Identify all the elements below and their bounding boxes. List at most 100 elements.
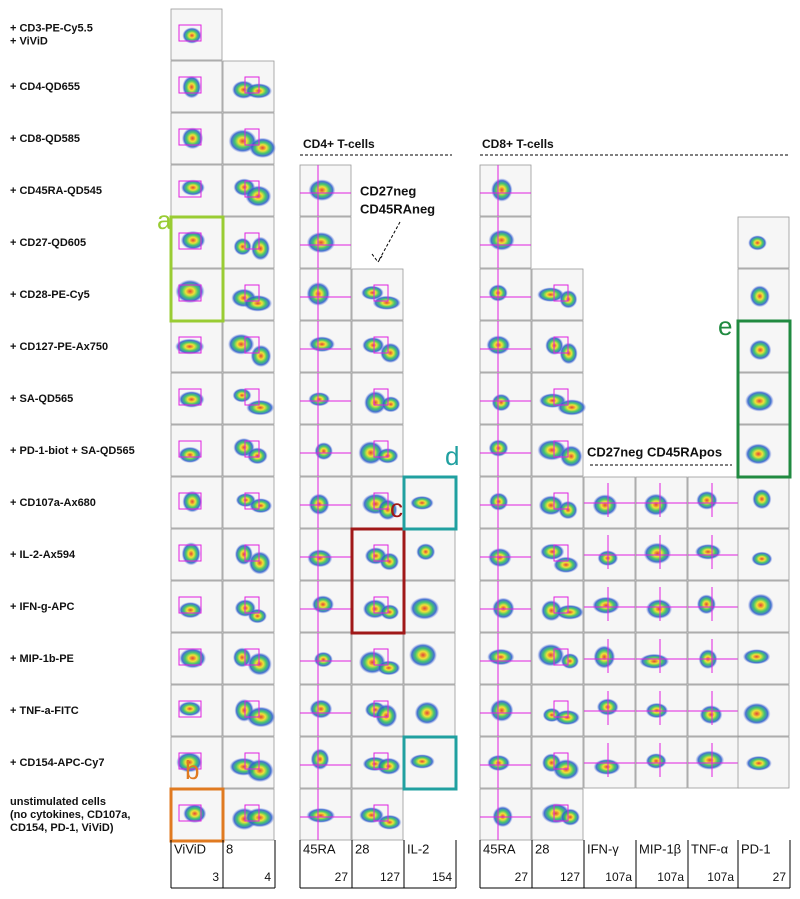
cell-population [643, 542, 672, 565]
cell-population [537, 643, 565, 667]
plot-panel [635, 580, 688, 633]
plot-panel [479, 684, 532, 737]
cell-population [752, 488, 772, 510]
cell-population [178, 446, 202, 464]
cell-population [416, 543, 436, 561]
cell-population [375, 703, 398, 728]
plot-panel [299, 164, 352, 217]
cell-population [695, 750, 725, 770]
column-number: 107a [605, 870, 632, 884]
cell-population [362, 337, 385, 354]
column-number: 27 [335, 870, 349, 884]
cell-population [592, 494, 618, 516]
gate-box [553, 492, 569, 510]
cell-population [492, 597, 515, 620]
plot-panel [531, 736, 584, 789]
gate-box [244, 804, 260, 822]
plot-panel [737, 268, 790, 321]
gate-box [178, 128, 202, 146]
gate-box [178, 24, 202, 42]
callout-letter: d [445, 441, 459, 471]
cell-population [749, 285, 770, 308]
gate-box [244, 128, 260, 146]
gate-box [244, 648, 260, 666]
gate-box [244, 284, 260, 302]
plot-panel [687, 528, 740, 581]
row-label: + TNF-a-FITC [10, 705, 79, 717]
plot-panel [531, 684, 584, 737]
cell-population [553, 556, 579, 574]
row-label: + CD127-PE-Ax750 [10, 341, 108, 353]
cell-population [246, 759, 274, 783]
row-label: + CD3-PE-Cy5.5 [10, 22, 93, 34]
row-label: + CD107a-Ax680 [10, 497, 96, 509]
gate-box [244, 180, 260, 198]
plot-panel [351, 372, 404, 425]
plot-panel [635, 528, 688, 581]
cell-population [639, 653, 670, 669]
plot-panel [479, 320, 532, 373]
plot-panel [737, 372, 790, 425]
plot-panel [222, 424, 275, 477]
plot-panel [222, 60, 275, 113]
plot-panel [635, 684, 688, 737]
plot-panel [170, 60, 223, 113]
plot-panel [479, 476, 532, 529]
cell-population [182, 490, 203, 513]
plot-panel [531, 320, 584, 373]
cell-population [593, 645, 616, 669]
gate-box [373, 388, 389, 406]
gate-box [244, 544, 260, 562]
plot-panel [170, 268, 223, 321]
cell-population [313, 651, 333, 668]
plot-panel [351, 632, 404, 685]
plot-panel [170, 8, 223, 61]
cell-population [489, 699, 514, 722]
row-label: + CD45RA-QD545 [10, 185, 102, 197]
cell-population [749, 339, 772, 361]
gate-box [373, 336, 389, 354]
plot-panel [737, 424, 790, 477]
plot-panel [583, 476, 636, 529]
gate-box [553, 336, 569, 354]
plot-panel [170, 216, 223, 269]
plot-panel [351, 788, 404, 841]
column-number: 127 [560, 870, 580, 884]
plot-panel [531, 424, 584, 477]
cell-population [308, 336, 336, 353]
gate-box [244, 440, 260, 458]
plot-panel [351, 424, 404, 477]
column-label: 8 [226, 841, 233, 856]
gate-box [244, 700, 260, 718]
gate-box [178, 336, 202, 354]
row-label: + CD8-QD585 [10, 133, 80, 145]
cell-population [232, 647, 252, 668]
cell-population [178, 601, 203, 619]
cell-population [372, 295, 401, 310]
gate-box [553, 596, 569, 614]
gate-box [178, 232, 202, 250]
plot-panel [479, 372, 532, 425]
cell-population [364, 390, 387, 415]
plot-panel [222, 528, 275, 581]
plot-panel [737, 684, 790, 737]
cell-population [310, 748, 330, 770]
annotation-arrow [371, 221, 401, 263]
cell-population [181, 127, 204, 150]
row-label: + CD27-QD605 [10, 237, 86, 249]
gate-box [244, 752, 260, 770]
column-label: TNF-α [691, 841, 729, 856]
plot-panel [583, 528, 636, 581]
plot-panel [170, 164, 223, 217]
plot-panel [299, 788, 352, 841]
plot-panel [403, 580, 456, 633]
plot-panel [403, 736, 456, 789]
cell-population [376, 757, 401, 775]
section-title: CD4+ T-cells [303, 137, 375, 151]
cell-population [593, 758, 621, 775]
cell-population [179, 647, 207, 669]
column-label: IFN-γ [587, 841, 619, 856]
plot-panel [531, 372, 587, 425]
cell-population [249, 137, 277, 159]
gate-box [373, 544, 389, 562]
